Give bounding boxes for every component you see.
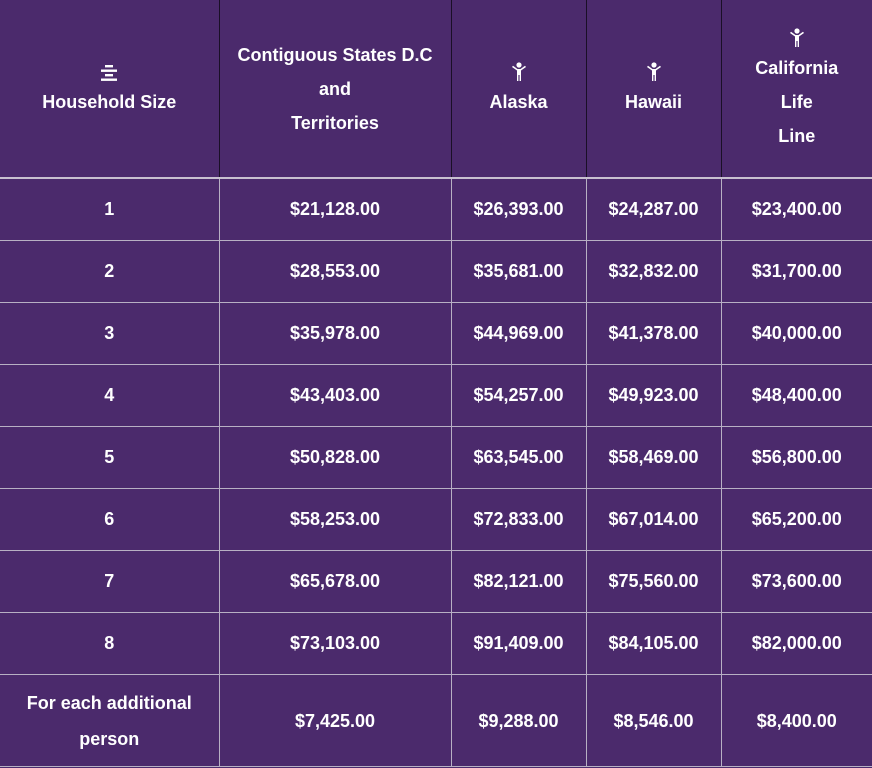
household-size-cell: 1 (0, 177, 220, 241)
alaska-cell: $26,393.00 (450, 177, 587, 241)
california-lifeline-cell: $8,400.00 (720, 674, 872, 767)
california-lifeline-cell: $23,400.00 (720, 177, 872, 241)
alaska-cell: $44,969.00 (450, 302, 587, 365)
california-lifeline-cell: $73,600.00 (720, 550, 872, 613)
contiguous-states-cell: $43,403.00 (218, 364, 452, 427)
header-label: California Life Line (755, 57, 839, 146)
california-lifeline-cell: $65,200.00 (720, 488, 872, 551)
alaska-cell: $91,409.00 (450, 612, 587, 675)
table-row: 2 $28,553.00 $35,681.00 $32,832.00 $31,7… (0, 240, 872, 303)
header-household-size: Household Size (0, 0, 220, 179)
california-lifeline-cell: $82,000.00 (720, 612, 872, 675)
table-row: 3 $35,978.00 $44,969.00 $41,378.00 $40,0… (0, 302, 872, 365)
contiguous-states-cell: $21,128.00 (218, 177, 452, 241)
contiguous-states-cell: $28,553.00 (218, 240, 452, 303)
alaska-cell: $82,121.00 (450, 550, 587, 613)
table-body: 1 $21,128.00 $26,393.00 $24,287.00 $23,4… (0, 177, 872, 767)
person-icon (591, 59, 717, 81)
table-row: 5 $50,828.00 $63,545.00 $58,469.00 $56,8… (0, 426, 872, 489)
person-icon (726, 25, 869, 47)
contiguous-states-cell: $65,678.00 (218, 550, 452, 613)
hawaii-cell: $84,105.00 (585, 612, 722, 675)
contiguous-states-cell: $73,103.00 (218, 612, 452, 675)
hawaii-cell: $75,560.00 (585, 550, 722, 613)
alaska-cell: $9,288.00 (450, 674, 587, 767)
household-size-cell: For each additional person (0, 674, 220, 767)
table-row: 8 $73,103.00 $91,409.00 $84,105.00 $82,0… (0, 612, 872, 675)
contiguous-states-cell: $58,253.00 (218, 488, 452, 551)
california-lifeline-cell: $40,000.00 (720, 302, 872, 365)
header-label: Household Size (42, 91, 177, 112)
hawaii-cell: $49,923.00 (585, 364, 722, 427)
hawaii-cell: $32,832.00 (585, 240, 722, 303)
contiguous-states-cell: $50,828.00 (218, 426, 452, 489)
contiguous-states-cell: $35,978.00 (218, 302, 452, 365)
household-size-cell: 3 (0, 302, 220, 365)
california-lifeline-cell: $48,400.00 (720, 364, 872, 427)
contiguous-states-cell: $7,425.00 (218, 674, 452, 767)
hawaii-cell: $41,378.00 (585, 302, 722, 365)
header-california-lifeline: California Life Line (720, 0, 872, 179)
alaska-cell: $63,545.00 (450, 426, 587, 489)
header-row: Household Size Contiguous States D.C and… (0, 0, 872, 179)
hawaii-cell: $24,287.00 (585, 177, 722, 241)
hawaii-cell: $67,014.00 (585, 488, 722, 551)
table-row: For each additional person $7,425.00 $9,… (0, 674, 872, 767)
alaska-cell: $35,681.00 (450, 240, 587, 303)
household-size-cell: 6 (0, 488, 220, 551)
person-icon (456, 59, 582, 81)
table-row: 6 $58,253.00 $72,833.00 $67,014.00 $65,2… (0, 488, 872, 551)
list-align-center-icon (4, 59, 215, 81)
alaska-cell: $54,257.00 (450, 364, 587, 427)
table-row: 7 $65,678.00 $82,121.00 $75,560.00 $73,6… (0, 550, 872, 613)
header-hawaii: Hawaii (585, 0, 722, 179)
hawaii-cell: $8,546.00 (585, 674, 722, 767)
table-row: 4 $43,403.00 $54,257.00 $49,923.00 $48,4… (0, 364, 872, 427)
household-size-cell: 8 (0, 612, 220, 675)
household-size-cell: 5 (0, 426, 220, 489)
hawaii-cell: $58,469.00 (585, 426, 722, 489)
california-lifeline-cell: $56,800.00 (720, 426, 872, 489)
header-label: Alaska (489, 91, 548, 112)
household-size-cell: 7 (0, 550, 220, 613)
header-contiguous-states: Contiguous States D.C and Territories (218, 0, 452, 179)
california-lifeline-cell: $31,700.00 (720, 240, 872, 303)
header-label: Hawaii (624, 91, 683, 112)
header-label: Contiguous States D.C and Territories (237, 44, 433, 133)
table-row: 1 $21,128.00 $26,393.00 $24,287.00 $23,4… (0, 177, 872, 241)
header-alaska: Alaska (450, 0, 587, 179)
alaska-cell: $72,833.00 (450, 488, 587, 551)
household-size-cell: 4 (0, 364, 220, 427)
household-size-cell: 2 (0, 240, 220, 303)
